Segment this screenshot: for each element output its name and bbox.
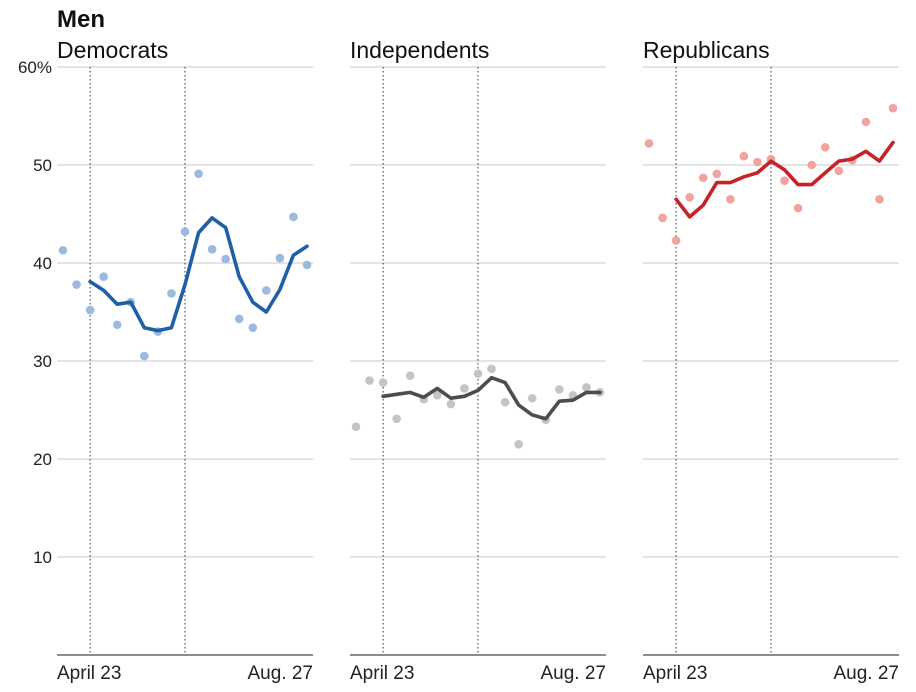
y-tick-label: 40	[33, 254, 52, 273]
data-point	[780, 176, 789, 185]
data-point	[446, 399, 456, 409]
data-point	[405, 371, 415, 381]
data-point	[207, 244, 217, 254]
trend-line	[381, 375, 602, 421]
data-point	[888, 103, 898, 113]
trend-line	[674, 140, 895, 219]
data-point	[378, 378, 388, 387]
data-point	[712, 169, 722, 179]
x-tick-label: Aug. 27	[834, 663, 900, 684]
data-point	[180, 227, 190, 236]
data-point	[433, 391, 442, 400]
panel-title: Republicans	[643, 37, 770, 63]
data-point	[671, 236, 681, 245]
data-point	[234, 314, 244, 324]
data-point	[72, 280, 81, 289]
y-tick-label: 50	[33, 156, 52, 175]
data-point	[194, 169, 203, 179]
data-point	[698, 173, 708, 183]
data-point	[861, 117, 871, 127]
y-tick-label: 30	[33, 352, 52, 371]
data-point	[221, 254, 230, 264]
x-tick-label: April 23	[350, 663, 414, 684]
data-point	[739, 151, 749, 161]
data-point	[351, 422, 361, 431]
x-tick-label: April 23	[643, 663, 707, 684]
data-point	[99, 272, 108, 282]
data-point	[167, 289, 176, 298]
data-point	[875, 195, 884, 204]
x-tick-label: Aug. 27	[541, 663, 607, 684]
data-point	[527, 393, 537, 403]
data-point	[248, 323, 258, 332]
panels: Democrats April 23 Aug. 27 Independents Apri…	[18, 37, 899, 684]
data-point	[820, 143, 830, 152]
data-point	[793, 203, 803, 213]
data-point	[555, 385, 564, 394]
panel-republicans: Republicans April 23 Aug. 27	[643, 37, 899, 684]
data-point	[582, 383, 591, 392]
data-point	[460, 384, 469, 393]
data-point	[473, 369, 483, 379]
data-point	[500, 397, 510, 407]
data-point	[658, 213, 667, 223]
data-point	[644, 139, 654, 148]
data-point	[58, 245, 68, 255]
data-point	[365, 376, 374, 385]
data-point	[685, 193, 694, 202]
y-tick-label: 20	[33, 450, 52, 469]
data-point	[112, 320, 122, 330]
panel-independents: Independents April 23 Aug. 27	[350, 37, 606, 684]
data-point	[302, 260, 312, 270]
y-tick-label: 10	[33, 548, 52, 567]
x-tick-label: April 23	[57, 663, 121, 684]
panel-title: Independents	[350, 37, 489, 63]
data-point	[392, 414, 401, 424]
y-tick-label: 60%	[18, 58, 52, 77]
data-point	[85, 305, 95, 315]
data-point	[753, 157, 762, 167]
panel-democrats: Democrats April 23 Aug. 27	[57, 37, 313, 684]
chart-title: Men	[57, 6, 105, 33]
panel-title: Democrats	[57, 37, 168, 63]
data-point	[275, 253, 285, 263]
data-point	[140, 351, 149, 361]
data-point	[807, 160, 816, 170]
data-point	[726, 195, 735, 204]
data-point	[262, 286, 271, 295]
data-point	[289, 212, 298, 222]
trend-line	[88, 216, 309, 333]
data-point	[834, 166, 844, 176]
data-point	[514, 440, 523, 449]
x-tick-label: Aug. 27	[248, 663, 314, 684]
data-point	[487, 364, 496, 374]
